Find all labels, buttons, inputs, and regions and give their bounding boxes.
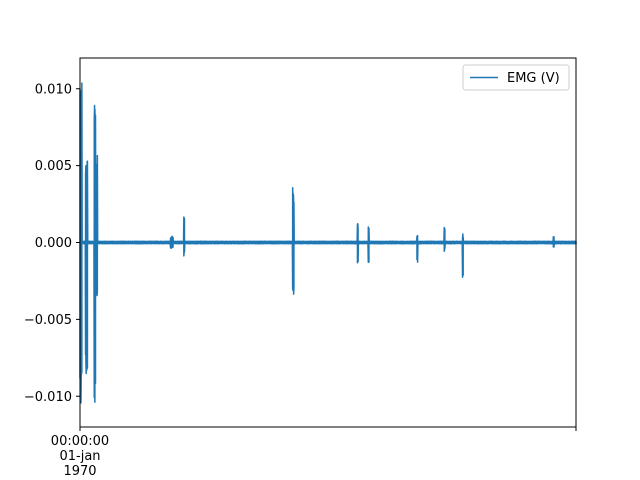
y-tick-label: 0.010 (35, 82, 72, 97)
y-tick-label: −0.010 (24, 390, 72, 405)
legend: EMG (V) (462, 64, 570, 91)
legend-label-emg: EMG (V) (507, 71, 560, 86)
y-tick-label: 0.000 (35, 236, 72, 251)
series-line-emg (79, 82, 577, 404)
legend-box (462, 64, 570, 91)
y-tick-label: −0.005 (24, 313, 72, 328)
y-tick-label: 0.005 (35, 159, 72, 174)
series-layer (79, 82, 577, 404)
ticks-layer: 0.010 0.005 0.000 −0.005 −0.010 00:00:0001-ja… (24, 82, 577, 479)
x-tick-label: 01-jan (59, 449, 100, 464)
x-tick-label: 1970 (63, 464, 96, 479)
x-tick-label: 00:00:00 (51, 434, 109, 449)
